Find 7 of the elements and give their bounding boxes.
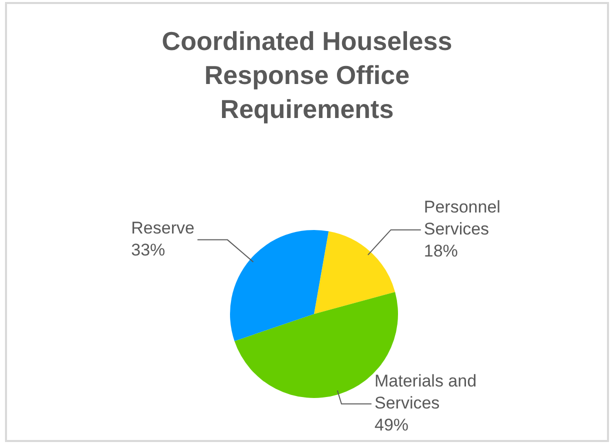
slice-label: Reserve xyxy=(131,218,194,238)
chart-title: Coordinated Houseless Response Office Requirements xyxy=(160,25,454,126)
slice-label: Materials and Services xyxy=(374,372,477,413)
data-label: 18% xyxy=(424,242,458,261)
data-label: 49% xyxy=(374,416,409,435)
data-label: 33% xyxy=(131,240,166,260)
slice-label: Personnel Services xyxy=(424,198,500,239)
